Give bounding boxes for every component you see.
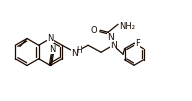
Text: F: F [135,39,140,48]
Text: N: N [49,45,55,54]
Text: H: H [76,46,82,55]
Text: NH₂: NH₂ [119,22,135,31]
Text: N: N [71,49,77,58]
Text: N: N [47,34,54,43]
Text: O: O [90,26,97,35]
Text: N: N [110,41,117,50]
Text: N: N [107,33,113,42]
